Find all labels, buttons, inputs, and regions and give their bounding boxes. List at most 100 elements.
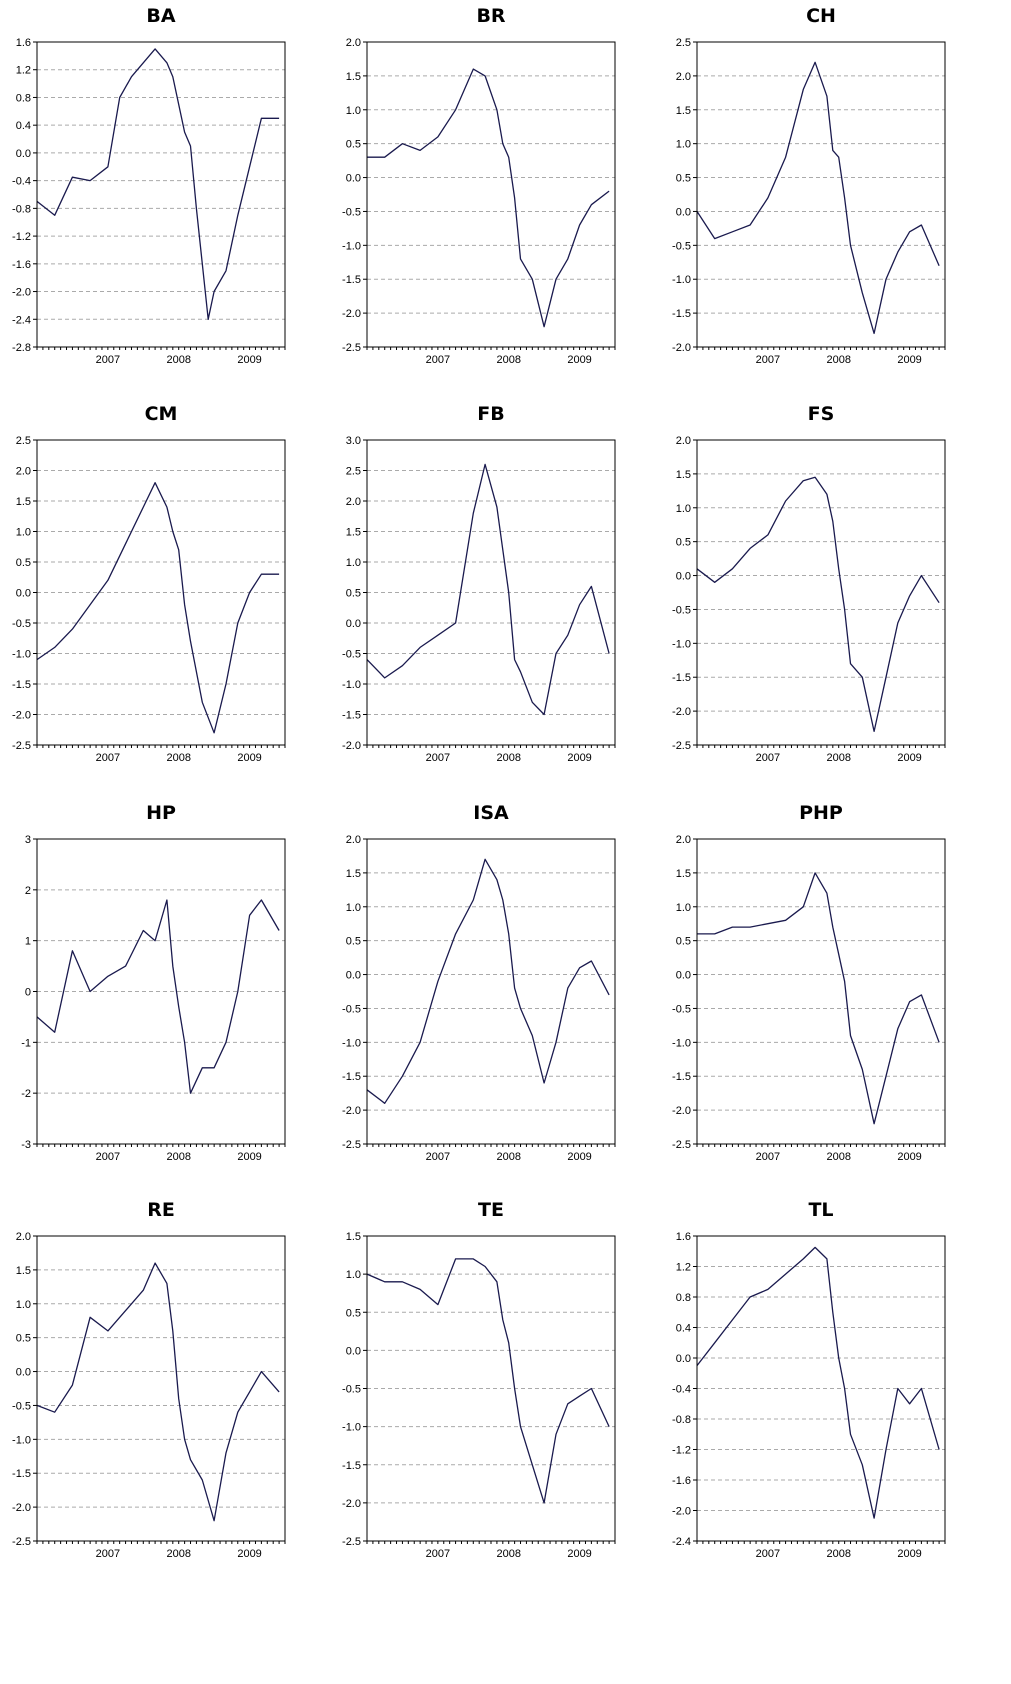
y-tick-label: 2.0 (346, 496, 361, 508)
y-tick-label: -2.5 (12, 1536, 31, 1548)
x-tick-label: 2008 (166, 1151, 190, 1163)
x-tick-label: 2009 (897, 752, 921, 764)
chart-title: RE (147, 1199, 175, 1221)
chart-title: TE (478, 1199, 504, 1221)
y-tick-label: -2.0 (342, 1105, 361, 1117)
x-tick-label: 2008 (496, 354, 520, 366)
y-tick-label: -2.8 (12, 342, 31, 354)
y-tick-label: -2.4 (672, 1536, 691, 1548)
y-tick-label: -1 (21, 1037, 31, 1049)
y-tick-label: -1.5 (342, 1460, 361, 1472)
x-tick-label: 2008 (826, 752, 850, 764)
y-tick-label: -2.0 (12, 287, 31, 299)
x-tick-label: 2009 (897, 1151, 921, 1163)
chart-title: TL (808, 1199, 834, 1221)
chart-panel-php: PHP 2.0 1.5 1.0 0.5 0.0 -0.5 -1.0 -1.5 -2.0 -2.5 20… (660, 797, 990, 1177)
y-tick-label: -2.0 (342, 308, 361, 320)
chart-panel-hp: HP 3 2 1 0 -1 -2 -3 2007 2008 2009 (0, 797, 330, 1177)
y-tick-label: -0.5 (672, 1003, 691, 1015)
y-tick-label: -0.5 (672, 604, 691, 616)
y-tick-label: 0.0 (346, 618, 361, 630)
y-tick-label: -2.0 (12, 710, 31, 722)
chart-title: PHP (799, 802, 843, 824)
y-tick-label: -1.0 (342, 240, 361, 252)
y-tick-label: -0.5 (342, 1003, 361, 1015)
chart-panel-cm: CM 2.5 2.0 1.5 1.0 0.5 0.0 -0.5 -1.0 -1.5 -2.0 -2.5… (0, 398, 330, 778)
y-tick-label: -2.5 (342, 342, 361, 354)
y-tick-label: -1.0 (672, 274, 691, 286)
x-tick-label: 2009 (567, 354, 591, 366)
y-tick-label: -1.5 (672, 1071, 691, 1083)
y-tick-label: 0.8 (16, 92, 31, 104)
x-tick-label: 2007 (756, 1548, 780, 1560)
y-tick-label: -1.5 (12, 679, 31, 691)
plot-frame (36, 41, 286, 348)
x-tick-label: 2009 (237, 752, 261, 764)
chart-svg: 2.0 1.5 1.0 0.5 0.0 -0.5 -1.0 -1.5 -2.0 -2.5 2007 2… (342, 37, 616, 366)
x-tick-label: 2007 (756, 1151, 780, 1163)
y-tick-label: -3 (21, 1139, 31, 1151)
x-tick-label: 2007 (756, 752, 780, 764)
x-tick-label: 2008 (166, 752, 190, 764)
y-tick-label: -1.0 (672, 1037, 691, 1049)
y-tick-label: -0.8 (12, 203, 31, 215)
y-tick-label: 2 (25, 885, 31, 897)
y-tick-label: -0.5 (342, 1384, 361, 1396)
y-tick-label: 0.0 (346, 1345, 361, 1357)
y-tick-label: 1.6 (16, 37, 31, 49)
y-tick-label: 1.5 (346, 1231, 361, 1243)
y-tick-label: 0.5 (676, 173, 691, 185)
x-tick-label: 2009 (897, 354, 921, 366)
y-tick-label: 1.5 (676, 469, 691, 481)
y-tick-label: 1.0 (346, 902, 361, 914)
chart-svg: 1.6 1.2 0.8 0.4 0.0 -0.4 -0.8 -1.2 -1.6 -2.0 -2.4 2… (672, 1231, 946, 1560)
y-tick-label: -2.0 (12, 1502, 31, 1514)
series-line (36, 899, 280, 1094)
chart-svg: 2.0 1.5 1.0 0.5 0.0 -0.5 -1.0 -1.5 -2.0 -2.5 2007 2… (342, 834, 616, 1163)
y-tick-label: -0.5 (12, 1400, 31, 1412)
y-tick-label: 1.0 (346, 557, 361, 569)
y-tick-label: -2.0 (672, 1105, 691, 1117)
series-line (367, 68, 610, 328)
y-tick-label: 1.5 (346, 868, 361, 880)
y-tick-label: -0.5 (342, 206, 361, 218)
y-tick-label: -1.5 (342, 710, 361, 722)
x-tick-label: 2009 (237, 1548, 261, 1560)
x-tick-label: 2007 (426, 1151, 450, 1163)
y-tick-label: 1.0 (16, 527, 31, 539)
chart-title: BA (146, 5, 176, 27)
y-tick-label: 0.5 (346, 1307, 361, 1319)
y-tick-label: -1.6 (12, 259, 31, 271)
y-tick-label: -0.4 (672, 1384, 691, 1396)
x-tick-label: 2007 (96, 354, 120, 366)
x-tick-label: 2009 (237, 354, 261, 366)
chart-svg: 3 2 1 0 -1 -2 -3 2007 2008 2009 (21, 834, 286, 1163)
chart-panel-ch: CH 2.5 2.0 1.5 1.0 0.5 0.0 -0.5 -1.0 -1.5 -2.0 2007… (660, 0, 990, 380)
y-tick-label: 1.5 (346, 71, 361, 83)
chart-panel-te: TE 1.5 1.0 0.5 0.0 -0.5 -1.0 -1.5 -2.0 -2.5 2007 20… (330, 1194, 660, 1574)
y-tick-label: 0.0 (346, 970, 361, 982)
y-tick-label: -1.0 (12, 1434, 31, 1446)
x-tick-label: 2007 (96, 1548, 120, 1560)
chart-panel-ba: BA 1.6 1.2 0.8 0.4 0.0 -0.4 -0.8 -1.2 -1.6 -2.0 -2.… (0, 0, 330, 380)
y-tick-label: 2.5 (676, 37, 691, 49)
series-line (366, 1258, 610, 1504)
y-tick-label: 0.5 (346, 588, 361, 600)
y-tick-label: 2.0 (16, 466, 31, 478)
y-tick-label: -1.5 (342, 1071, 361, 1083)
chart-title: HP (146, 802, 176, 824)
plot-frame (36, 439, 286, 746)
y-tick-label: 2.0 (676, 435, 691, 447)
y-tick-label: -2 (21, 1088, 31, 1100)
y-tick-label: 1.5 (676, 105, 691, 117)
plot-frame (36, 838, 286, 1145)
y-tick-label: -1.5 (12, 1468, 31, 1480)
series-line (36, 1262, 280, 1522)
x-tick-label: 2008 (496, 752, 520, 764)
y-tick-label: -2.5 (672, 740, 691, 752)
plot-frame (366, 1235, 616, 1542)
plot-frame (696, 41, 946, 348)
plot-frame (366, 838, 616, 1145)
x-tick-label: 2009 (897, 1548, 921, 1560)
chart-svg: 3.0 2.5 2.0 1.5 1.0 0.5 0.0 -0.5 -1.0 -1.5 -2.0 200… (342, 435, 616, 764)
